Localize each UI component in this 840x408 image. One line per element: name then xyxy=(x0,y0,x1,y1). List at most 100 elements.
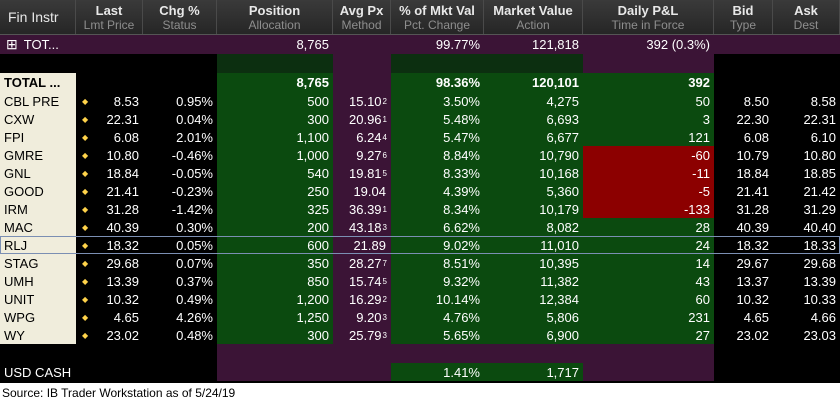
expand-icon[interactable]: ⊞ xyxy=(6,36,18,52)
diamond-icon: ◆ xyxy=(82,276,89,286)
col-header-avg-px[interactable]: Avg Px Method xyxy=(333,0,391,34)
ask-cell[interactable]: 21.42 xyxy=(773,182,840,200)
col-header-chg[interactable]: Chg % Status xyxy=(143,0,217,34)
table-row[interactable]: GOOD ◆ 21.41 -0.23% 250 19.04 4.39% 5,36… xyxy=(0,182,840,200)
col-header-daily-pnl[interactable]: Daily P&L Time in Force xyxy=(583,0,714,34)
aggregate-row[interactable]: ⊞ TOT... 8,765 99.77% 121,818 392 (0.3%) xyxy=(0,35,840,54)
pct-mkt-val-cell: 8.51% xyxy=(391,254,484,272)
last-price-cell: ◆ 8.53 xyxy=(76,92,143,110)
avg-px: 9.20 xyxy=(356,309,382,325)
ask-cell[interactable]: 10.33 xyxy=(773,290,840,308)
symbol-cell[interactable]: CBL PRE xyxy=(0,92,76,110)
symbol-cell[interactable]: WPG xyxy=(0,308,76,326)
col-header-label: Bid xyxy=(732,2,754,18)
chg-pct-cell: 0.48% xyxy=(143,326,217,344)
aggregate-position: 8,765 xyxy=(296,37,329,52)
last-price: 4.65 xyxy=(113,309,139,325)
chg-pct-cell: 2.01% xyxy=(143,128,217,146)
bid-cell[interactable]: 4.65 xyxy=(714,308,773,326)
table-row[interactable]: IRM ◆ 31.28 -1.42% 325 36.39 1 8.34% 10,1… xyxy=(0,200,840,218)
bid-cell[interactable]: 21.41 xyxy=(714,182,773,200)
ask-cell[interactable]: 31.29 xyxy=(773,200,840,218)
ask-cell[interactable]: 18.85 xyxy=(773,164,840,182)
cell-empty xyxy=(217,344,333,363)
position-cell: 1,250 xyxy=(217,308,333,326)
cash-row[interactable]: USD CASH 1.41% 1,717 xyxy=(0,363,840,381)
table-row[interactable]: GNL ◆ 18.84 -0.05% 540 19.81 5 8.33% 10,1… xyxy=(0,164,840,182)
symbol-cell[interactable]: CXW xyxy=(0,110,76,128)
table-row[interactable]: WPG ◆ 4.65 4.26% 1,250 9.20 3 4.76% 5,806… xyxy=(0,308,840,326)
symbol-cell[interactable]: GNL xyxy=(0,164,76,182)
table-row[interactable]: UMH ◆ 13.39 0.37% 850 15.74 5 9.32% 11,38… xyxy=(0,272,840,290)
symbol-cell[interactable]: GOOD xyxy=(0,182,76,200)
table-row[interactable]: UNIT ◆ 10.32 0.49% 1,200 16.29 2 10.14% 1… xyxy=(0,290,840,308)
bid-cell[interactable]: 40.39 xyxy=(714,218,773,236)
bid-cell[interactable]: 10.79 xyxy=(714,146,773,164)
last-price-cell: ◆ 21.41 xyxy=(76,182,143,200)
table-row[interactable]: RLJ ◆ 18.32 0.05% 600 21.89 9.02% 11,010… xyxy=(0,236,840,254)
cell-empty xyxy=(714,363,773,381)
bid-cell[interactable]: 29.67 xyxy=(714,254,773,272)
symbol-cell[interactable]: RLJ xyxy=(0,236,76,254)
ask-cell[interactable]: 4.66 xyxy=(773,308,840,326)
ask-cell[interactable]: 13.39 xyxy=(773,272,840,290)
bid-cell[interactable]: 8.50 xyxy=(714,92,773,110)
avg-px: 43.18 xyxy=(349,219,382,235)
bid-cell[interactable]: 31.28 xyxy=(714,200,773,218)
bid-cell[interactable]: 10.32 xyxy=(714,290,773,308)
ask-cell[interactable]: 10.80 xyxy=(773,146,840,164)
symbol-cell[interactable]: IRM xyxy=(0,200,76,218)
symbol-cell[interactable]: WY xyxy=(0,326,76,344)
table-row[interactable]: WY ◆ 23.02 0.48% 300 25.79 3 5.65% 6,900 … xyxy=(0,326,840,344)
table-row[interactable]: MAC ◆ 40.39 0.30% 200 43.18 3 6.62% 8,082… xyxy=(0,218,840,236)
bid-cell[interactable]: 22.30 xyxy=(714,110,773,128)
col-header-market-value[interactable]: Market Value Action xyxy=(484,0,583,34)
ask-cell[interactable]: 6.10 xyxy=(773,128,840,146)
cell-empty xyxy=(143,54,217,73)
table-row[interactable]: FPI ◆ 6.08 2.01% 1,100 6.24 4 5.47% 6,677… xyxy=(0,128,840,146)
position-cell: 200 xyxy=(217,218,333,236)
last-price-cell: ◆ 23.02 xyxy=(76,326,143,344)
col-header-ask[interactable]: Ask Dest xyxy=(773,0,840,34)
avg-px: 16.29 xyxy=(349,291,382,307)
bid-cell[interactable]: 23.02 xyxy=(714,326,773,344)
bid-cell[interactable]: 13.37 xyxy=(714,272,773,290)
ask-cell[interactable]: 40.40 xyxy=(773,218,840,236)
col-header-last[interactable]: Last Lmt Price xyxy=(76,0,143,34)
bid-cell[interactable]: 18.84 xyxy=(714,164,773,182)
symbol-cell[interactable]: MAC xyxy=(0,218,76,236)
col-header-pct-mkt-val[interactable]: % of Mkt Val Pct. Change xyxy=(391,0,484,34)
symbol-cell[interactable]: STAG xyxy=(0,254,76,272)
bid-cell[interactable]: 6.08 xyxy=(714,128,773,146)
symbol-cell[interactable]: FPI xyxy=(0,128,76,146)
chg-pct-cell: 0.30% xyxy=(143,218,217,236)
avg-px-cell: 15.74 5 xyxy=(333,272,391,290)
diamond-icon: ◆ xyxy=(82,132,89,142)
aggregate-label: TOT... xyxy=(23,37,59,52)
daily-pnl-cell: 121 xyxy=(583,128,714,146)
cell-empty xyxy=(714,344,773,363)
ask-cell[interactable]: 8.58 xyxy=(773,92,840,110)
avg-px-superscript: 1 xyxy=(382,204,387,214)
ask-cell[interactable]: 29.68 xyxy=(773,254,840,272)
table-row[interactable]: CBL PRE ◆ 8.53 0.95% 500 15.10 2 3.50% 4,… xyxy=(0,92,840,110)
col-header-sublabel: Type xyxy=(729,17,756,32)
symbol-cell[interactable]: UNIT xyxy=(0,290,76,308)
cell-empty xyxy=(484,344,583,363)
last-price: 22.31 xyxy=(106,111,139,127)
table-row[interactable]: GMRE ◆ 10.80 -0.46% 1,000 9.27 6 8.84% 10… xyxy=(0,146,840,164)
symbol-cell[interactable]: GMRE xyxy=(0,146,76,164)
daily-pnl-cell: 60 xyxy=(583,290,714,308)
total-row[interactable]: TOTAL ... 8,765 98.36% 120,101 392 xyxy=(0,73,840,92)
ask-cell[interactable]: 22.31 xyxy=(773,110,840,128)
position-cell: 1,000 xyxy=(217,146,333,164)
ask-cell[interactable]: 18.33 xyxy=(773,236,840,254)
table-row[interactable]: CXW ◆ 22.31 0.04% 300 20.96 1 5.48% 6,693… xyxy=(0,110,840,128)
col-header-fin-instr[interactable]: Fin Instr xyxy=(0,0,76,34)
symbol-cell[interactable]: UMH xyxy=(0,272,76,290)
col-header-position[interactable]: Position Allocation xyxy=(217,0,333,34)
col-header-bid[interactable]: Bid Type xyxy=(714,0,773,34)
bid-cell[interactable]: 18.32 xyxy=(714,236,773,254)
ask-cell[interactable]: 23.03 xyxy=(773,326,840,344)
table-row[interactable]: STAG ◆ 29.68 0.07% 350 28.27 7 8.51% 10,3… xyxy=(0,254,840,272)
